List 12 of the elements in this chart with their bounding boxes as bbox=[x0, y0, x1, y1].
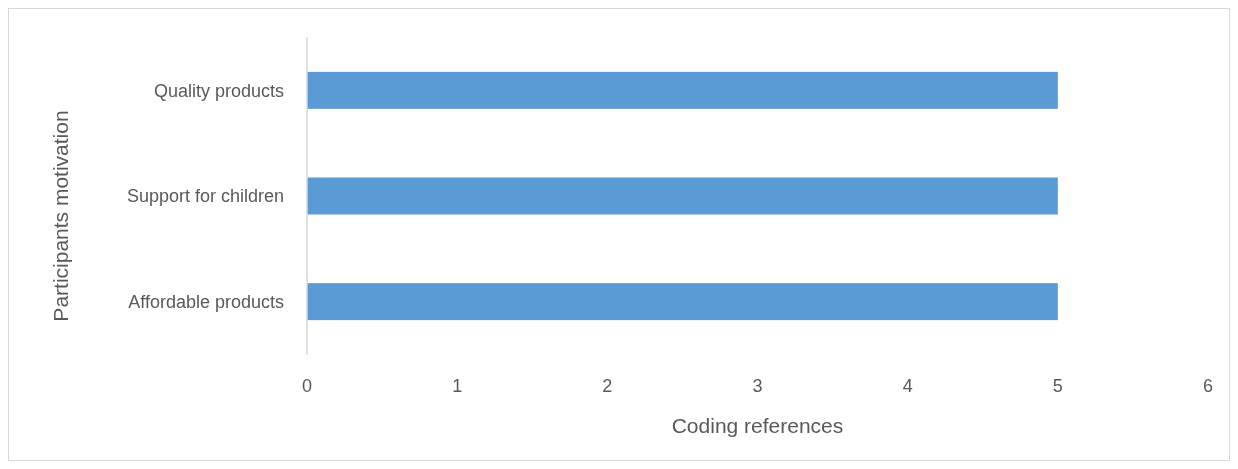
x-tick-label: 1 bbox=[452, 376, 463, 396]
x-tick-label: 3 bbox=[752, 376, 763, 396]
x-tick-label: 6 bbox=[1202, 376, 1214, 396]
y-tick-label: Support for children bbox=[126, 186, 284, 207]
y-tick-label: Quality products bbox=[153, 80, 284, 101]
x-tick-label: 0 bbox=[301, 376, 313, 396]
x-tick-label: 4 bbox=[902, 376, 913, 396]
x-tick-label: 5 bbox=[1052, 376, 1063, 396]
x-axis-title: Coding references bbox=[671, 414, 844, 437]
x-tick-label: 2 bbox=[602, 376, 613, 396]
y-axis-title: Participants motivation bbox=[49, 110, 72, 322]
y-tick-label: Affordable products bbox=[128, 291, 284, 312]
